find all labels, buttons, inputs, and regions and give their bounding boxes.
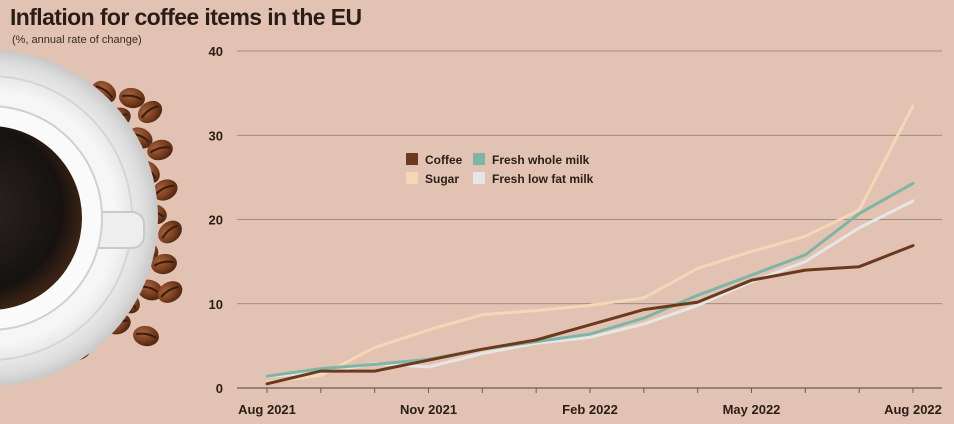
gridlines (237, 50, 942, 393)
y-tick-label: 0 (216, 381, 223, 396)
legend-swatch-coffee (406, 153, 418, 165)
series-line-fresh-low-fat-milk (265, 199, 915, 378)
x-tick-label: Aug 2021 (238, 402, 296, 417)
y-tick-label: 20 (209, 213, 223, 228)
coffee-bean-icon (119, 87, 145, 109)
coffee-bean-icon (137, 100, 163, 124)
coffee-surface-icon (0, 126, 82, 310)
y-axis: 0 10 20 30 40 (209, 44, 223, 396)
coffee-bean-icon (133, 325, 159, 347)
chart-title: Inflation for coffee items in the EU (10, 4, 362, 30)
coffee-bean-icon (157, 281, 183, 303)
coffee-bean-icon (152, 179, 178, 201)
legend-label-coffee: Coffee (425, 153, 463, 167)
legend-label-sugar: Sugar (425, 172, 459, 186)
chart-subtitle: (%, annual rate of change) (12, 34, 142, 46)
y-tick-label: 30 (209, 128, 223, 143)
legend-swatch-fresh-low-fat-milk (473, 172, 485, 184)
x-tick-label: Nov 2021 (400, 402, 457, 417)
legend-label-fresh-low-fat-milk: Fresh low fat milk (492, 172, 594, 186)
coffee-bean-icon (158, 220, 182, 244)
series-line-fresh-whole-milk (265, 181, 915, 378)
x-tick-label: May 2022 (723, 402, 781, 417)
coffee-bean-icon (147, 139, 173, 161)
y-tick-label: 10 (209, 297, 223, 312)
legend-swatch-fresh-whole-milk (473, 153, 485, 165)
x-tick-label: Aug 2022 (884, 402, 942, 417)
series-line-sugar (265, 104, 915, 384)
legend-swatch-sugar (406, 172, 418, 184)
y-tick-label: 40 (209, 44, 223, 59)
x-tick-label: Feb 2022 (562, 402, 618, 417)
series-lines (265, 104, 915, 386)
coffee-cup-illustration (0, 50, 183, 386)
coffee-bean-icon (151, 253, 177, 275)
x-axis: Aug 2021 Nov 2021 Feb 2022 May 2022 Aug 2022 (238, 402, 942, 417)
legend-label-fresh-whole-milk: Fresh whole milk (492, 153, 590, 167)
series-line-coffee (265, 244, 915, 386)
legend: Coffee Sugar Fresh whole milk Fresh low fat… (406, 153, 594, 186)
